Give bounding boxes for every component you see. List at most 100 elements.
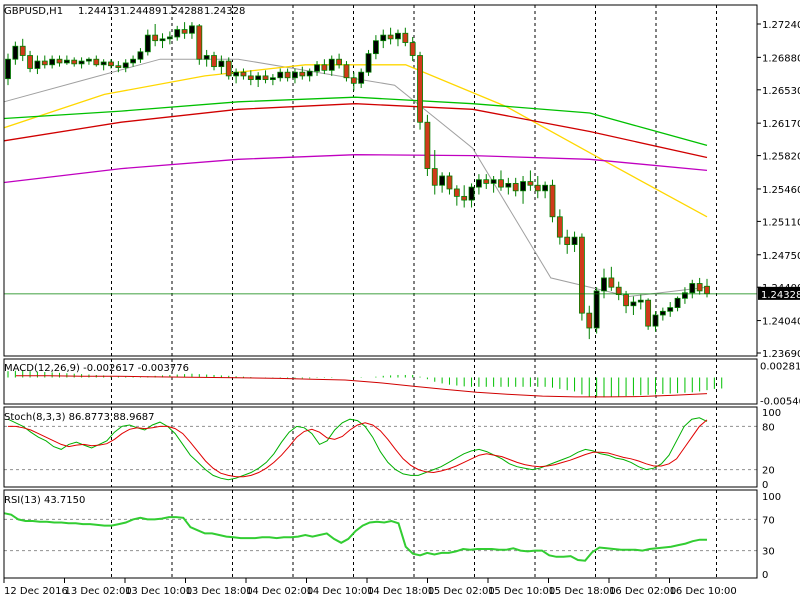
time-tick-label: 14 Dec 02:00: [246, 586, 313, 597]
bullish-candle: [314, 64, 320, 72]
bearish-candle: [409, 42, 416, 56]
moving-average-line: [3, 64, 708, 218]
time-tick-label: 15 Dec 10:00: [488, 586, 555, 597]
symbol-label: GBPUSD,H1: [4, 6, 63, 17]
moving-average-line: [3, 154, 708, 184]
time-tick-label: 16 Dec 02:00: [609, 586, 676, 597]
bullish-candle: [49, 58, 56, 66]
stoch-signal-line: [8, 419, 708, 478]
macd-tick-label: -0.005409: [760, 396, 800, 407]
bearish-candle: [350, 77, 357, 84]
bearish-candle: [512, 183, 519, 192]
bearish-candle: [453, 188, 460, 197]
bearish-candle: [225, 60, 232, 77]
stoch-frame: [3, 406, 758, 488]
bearish-candle: [19, 45, 26, 56]
rsi-panel: [3, 512, 757, 562]
bullish-candle: [328, 58, 335, 71]
bearish-candle: [461, 195, 468, 201]
bearish-candle: [93, 58, 100, 66]
bullish-candle: [122, 62, 129, 68]
time-tick-label: 14 Dec 18:00: [367, 586, 434, 597]
bullish-candle: [100, 61, 107, 66]
bullish-candle: [189, 25, 195, 34]
bullish-candle: [659, 310, 666, 316]
macd-tick-label: 0.002818: [760, 362, 800, 373]
bullish-candle: [277, 71, 284, 79]
stochastic-panel: [4, 417, 757, 481]
bearish-candle: [556, 216, 563, 238]
price-tick-label: 1.27240: [762, 20, 800, 31]
bearish-candle: [211, 55, 217, 68]
bearish-candle: [284, 71, 291, 79]
bullish-candle: [439, 175, 446, 186]
bearish-candle: [71, 59, 78, 65]
stoch-tick-label: 100: [762, 408, 781, 419]
bullish-candle: [12, 45, 19, 60]
bullish-candle: [159, 38, 166, 42]
bullish-candle: [667, 307, 674, 312]
bullish-candle: [144, 34, 151, 53]
bullish-candle: [372, 40, 379, 55]
bearish-candle: [299, 71, 306, 77]
open-value: 1.24413: [78, 6, 119, 17]
macd-frame: [3, 358, 758, 405]
bearish-candle: [564, 236, 571, 245]
time-tick-label: 13 Dec 10:00: [125, 586, 192, 597]
price-tick-label: 1.26530: [762, 86, 800, 97]
low-value: 1.24288: [162, 6, 203, 17]
bearish-candle: [534, 184, 541, 192]
bullish-candle: [476, 179, 482, 188]
price-tick-label: 1.25820: [762, 152, 800, 163]
bearish-candle: [645, 299, 652, 327]
bullish-candle: [292, 71, 298, 79]
bullish-candle: [571, 236, 578, 245]
rsi-tick-label: 30: [762, 547, 775, 558]
bearish-candle: [196, 25, 203, 60]
price-tick-label: 1.26880: [762, 53, 800, 64]
bullish-candle: [306, 70, 313, 77]
bearish-candle: [181, 29, 188, 34]
rsi-tick-label: 100: [762, 492, 781, 503]
bullish-candle: [380, 34, 387, 42]
grid-lines: [111, 5, 717, 578]
bearish-candle: [247, 75, 254, 81]
bullish-candle: [233, 71, 239, 77]
bullish-candle: [269, 77, 276, 81]
bullish-candle: [520, 181, 526, 192]
bearish-candle: [483, 179, 490, 184]
bearish-candle: [152, 34, 159, 42]
rsi-tick-label: 0: [762, 570, 768, 581]
bearish-candle: [579, 236, 585, 314]
axes: 1.27240 1.26880 1.26530 1.26170 1.25820 1.254…: [3, 4, 800, 597]
time-tick-label: 13 Dec 02:00: [65, 586, 132, 597]
bearish-candle: [527, 181, 534, 186]
rsi-tick-label: 70: [762, 515, 775, 526]
bearish-candle: [387, 34, 394, 40]
high-value: 1.24489: [120, 6, 161, 17]
bearish-candle: [549, 184, 556, 218]
close-value: 1.24328: [204, 6, 245, 17]
bullish-candle: [174, 29, 181, 38]
time-tick-label: 13 Dec 18:00: [186, 586, 253, 597]
bullish-candle: [78, 60, 85, 65]
bearish-candle: [321, 64, 328, 71]
bullish-candle: [34, 60, 41, 69]
bullish-candle: [166, 36, 173, 40]
macd-signal-line: [16, 375, 708, 398]
stoch-tick-label: 80: [762, 422, 775, 433]
time-tick-label: 12 Dec 2016: [4, 586, 68, 597]
bearish-candle: [56, 58, 63, 64]
bullish-candle: [395, 32, 401, 40]
price-tick-label: 1.24750: [762, 251, 800, 262]
bearish-candle: [424, 121, 431, 169]
bearish-candle: [336, 58, 343, 66]
bullish-candle: [137, 51, 144, 60]
bearish-candle: [586, 312, 593, 329]
time-tick-label: 14 Dec 10:00: [307, 586, 374, 597]
bearish-candle: [623, 294, 629, 307]
bullish-candle: [468, 186, 475, 201]
bullish-candle: [601, 277, 607, 292]
bullish-candle: [63, 59, 70, 64]
